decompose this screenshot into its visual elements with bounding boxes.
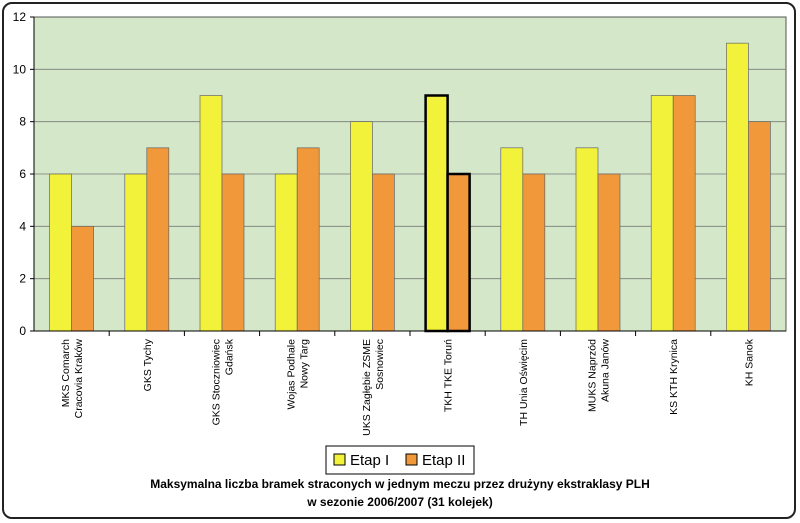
y-tick-label: 12 [13,10,27,24]
category-label-line: MKS Comarch [60,339,72,407]
legend-label: Etap II [422,452,465,469]
legend-label: Etap I [350,452,389,469]
category-label-line: Nowy Targ [299,339,311,389]
bar-etap-2 [597,173,621,332]
bar-etap-1 [650,95,674,332]
category-label: UKS Zagłębie ZSMESosnowiec [361,339,386,436]
legend-box [325,445,475,475]
bar-etap-1 [575,147,599,332]
category-label-line: MUKS Naprzód [587,339,599,412]
bar-etap-2 [146,147,170,332]
chart-title-line: Maksymalna liczba bramek straconych w je… [150,477,650,491]
legend-swatch [333,453,346,466]
chart-title: Maksymalna liczba bramek straconych w je… [150,477,650,509]
category-label-line: KS KTH Krynica [668,339,680,415]
bar-etap-2 [372,173,395,332]
bar-etap-2 [748,121,771,332]
category-label-line: Cracovia Kraków [73,339,85,419]
category-label: MKS ComarchCracovia Kraków [60,339,85,419]
bar-etap-1 [726,42,749,332]
y-tick-label: 6 [19,167,26,181]
category-label-line: Akuna Janów [600,339,612,402]
category-label: GKS StoczniowiecGdańsk [211,338,236,425]
category-label: TKH TKE Toruń [443,339,455,412]
category-label-line: Sosnowiec [374,339,386,390]
category-label-line: KH Sanok [743,338,755,386]
bar-etap-2 [71,225,94,332]
category-label: MUKS NaprzódAkuna Janów [587,339,612,412]
bar-etap-2 [221,173,245,332]
category-label-line: TKH TKE Toruń [443,339,455,412]
y-tick-label: 0 [19,324,26,338]
bar-etap-2 [672,95,696,332]
y-tick-labels: 0 2 4 6 8 10 12 [13,10,34,338]
category-label-line: Gdańsk [224,338,236,375]
bar-etap-1 [424,94,449,333]
x-tick-labels: MKS ComarchCracovia Kraków GKS Tychy GKS S… [60,331,755,436]
bar-etap-1 [350,121,373,332]
y-tick-label: 8 [19,115,26,129]
bar-etap-1 [274,173,298,332]
y-tick-label: 2 [19,272,26,286]
bar-etap-2 [296,147,320,332]
bars [49,42,771,333]
category-label: GKS Tychy [142,338,154,391]
bar-etap-1 [500,147,524,332]
category-label-line: TH Unia Oświęcim [518,339,530,426]
legend: Etap I Etap II [325,445,475,475]
category-label-line: GKS Tychy [142,338,154,391]
bar-etap-1 [199,95,223,332]
category-label-line: GKS Stoczniowiec [211,339,223,425]
bar-etap-2 [522,173,546,332]
category-label: KH Sanok [743,338,755,386]
y-tick-label: 10 [13,62,27,76]
bar-etap-1 [49,173,72,332]
y-tick-label: 4 [19,219,26,233]
category-label: KS KTH Krynica [668,339,680,415]
chart-title-line: w sezonie 2006/2007 (31 kolejek) [306,495,492,509]
bar-etap-2 [446,172,471,333]
legend-swatch [405,453,418,466]
category-label: Wojas PodhaleNowy Targ [286,339,311,410]
category-label-line: Wojas Podhale [286,339,298,410]
bar-etap-1 [124,173,148,332]
category-label: TH Unia Oświęcim [518,339,530,426]
category-label-line: UKS Zagłębie ZSME [361,339,373,436]
